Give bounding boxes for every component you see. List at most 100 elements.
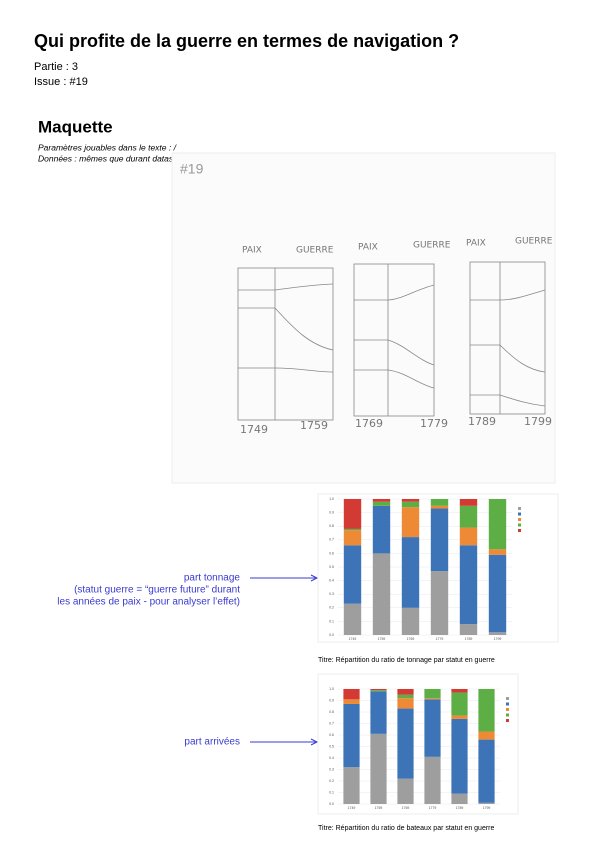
bar-segment [397,778,414,804]
bar-segment [451,715,468,719]
x-tick-label: 1779 [429,806,437,810]
x-tick-label: 1769 [407,637,415,641]
bar-segment [430,505,449,509]
bar-segment [370,733,387,804]
bar-segment [343,530,362,546]
x-tick-label: 1799 [494,637,502,641]
caption: Titre: Répartition du ratio de tonnage p… [318,657,495,664]
bar-segment [430,499,449,506]
sketch-number: #19 [180,161,204,177]
sketch-year: 1769 [355,417,383,430]
bar-segment [459,545,478,625]
legend-swatch [518,512,521,516]
bar-segment [397,698,414,709]
bar-segment [343,528,362,531]
legend-swatch [518,529,521,532]
bar-segment [401,501,420,508]
bar-segment [401,499,420,502]
sketch-year: 1759 [300,419,328,432]
bar-segment [424,699,441,757]
y-tick-label: 0.5 [329,744,334,748]
bar-segment [488,549,507,555]
annotation: part arrivées [184,737,240,748]
bar-segment [478,802,495,804]
y-tick-label: 0.0 [329,802,334,806]
sketch-year: 1749 [240,423,268,436]
bar-segment [397,708,414,779]
y-tick-label: 0.4 [329,579,334,583]
bar-segment [343,703,360,768]
legend-swatch [518,507,521,510]
bar-segment [451,692,468,716]
bar-segment [343,767,360,804]
bar-segment [372,553,391,635]
x-tick-label: 1759 [375,806,383,810]
bar-segment [478,689,495,732]
sketch-year: 1799 [524,415,552,428]
y-tick-label: 0.8 [329,524,334,528]
x-tick-label: 1779 [436,637,444,641]
bar-segment [343,603,362,635]
x-tick-label: 1769 [402,806,410,810]
y-tick-label: 1.0 [329,687,334,691]
sketch-label: PAIX [242,246,262,256]
params: Paramètres jouables dans le texte : / [38,142,178,152]
bar-segment [370,689,387,691]
legend-swatch [518,518,521,521]
data-note: Données : mêmes que durant datasprint [38,153,190,163]
bar-segment [370,691,387,734]
y-tick-label: 0.9 [329,511,334,515]
x-tick-label: 1799 [483,806,491,810]
bar-segment [424,689,441,699]
legend-swatch [506,719,509,722]
arrow-head [310,574,319,582]
y-tick-label: 0.9 [329,698,334,702]
sketch-label: GUERRE [296,246,334,256]
legend-swatch [506,708,509,711]
bar-segment [459,624,478,635]
sketch-label: GUERRE [515,237,553,247]
y-tick-label: 0.6 [329,551,334,555]
bar-segment [372,505,391,554]
sketch-year: 1779 [420,417,448,430]
annotation: part tonnage [184,573,241,584]
sketch-label: PAIX [358,243,378,253]
bar-segment [343,699,360,704]
bar-segment [397,689,414,695]
bar-segment [401,507,420,538]
arrow-head [310,738,319,746]
bar-segment [459,527,478,546]
page-title: Qui profite de la guerre en termes de na… [34,31,459,51]
bar-segment [397,694,414,699]
bar-segment [451,793,468,804]
bar-segment [343,689,360,700]
bar-segment [430,508,449,572]
bar-segment [478,731,495,740]
annotation: (statut guerre = “guerre future” durant [74,585,240,596]
x-tick-label: 1789 [465,637,473,641]
annotation: les années de paix - pour analyser l’eff… [57,597,240,608]
partie: Partie : 3 [34,61,78,73]
legend-swatch [518,523,521,527]
x-tick-label: 1759 [378,637,386,641]
y-tick-label: 0.7 [329,538,334,542]
bar-segment [401,537,420,608]
bar-segment [488,554,507,633]
sketch-year: 1789 [468,415,496,428]
bar-segment [370,690,387,692]
bar-segment [424,756,441,804]
legend-swatch [506,697,509,700]
sketch-label: GUERRE [413,241,451,251]
y-tick-label: 0.6 [329,733,334,737]
y-tick-label: 1.0 [329,497,334,501]
bar-segment [372,501,391,506]
bar-segment [488,499,507,550]
bar-segment [424,698,441,700]
bar-segment [459,505,478,528]
y-tick-label: 0.2 [329,779,334,783]
y-tick-label: 0.0 [329,633,334,637]
bar-segment [372,499,391,502]
x-tick-label: 1789 [456,806,464,810]
